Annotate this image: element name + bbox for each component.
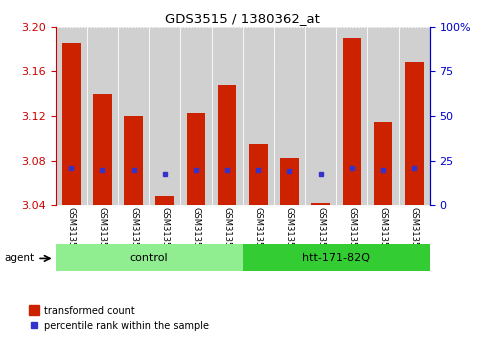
Bar [249, 144, 268, 205]
Bar [242, 244, 430, 271]
Bar [398, 27, 430, 205]
Bar [305, 27, 336, 205]
Text: agent: agent [5, 253, 35, 263]
Title: GDS3515 / 1380362_at: GDS3515 / 1380362_at [165, 12, 320, 25]
Legend: transformed count, percentile rank within the sample: transformed count, percentile rank withi… [29, 306, 209, 331]
Bar [242, 27, 274, 205]
Bar [218, 85, 237, 205]
Bar [336, 27, 368, 205]
Bar [62, 43, 81, 205]
Bar [124, 116, 143, 205]
Bar [312, 203, 330, 205]
Bar [374, 121, 392, 205]
Bar [274, 27, 305, 205]
Bar [149, 27, 180, 205]
Bar [342, 38, 361, 205]
Bar [93, 93, 112, 205]
Bar [87, 27, 118, 205]
Bar [118, 27, 149, 205]
Bar [186, 113, 205, 205]
Text: control: control [130, 252, 169, 263]
Bar [56, 27, 87, 205]
Bar [212, 27, 242, 205]
Bar [280, 158, 299, 205]
Text: htt-171-82Q: htt-171-82Q [302, 252, 370, 263]
Bar [368, 27, 398, 205]
Bar [180, 27, 212, 205]
Bar [156, 196, 174, 205]
Bar [56, 244, 242, 271]
Bar [405, 62, 424, 205]
